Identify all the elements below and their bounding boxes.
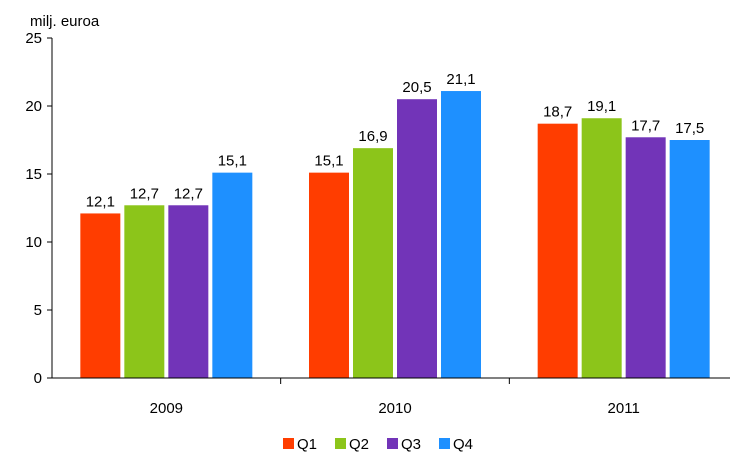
- x-tick-label: 2010: [378, 400, 411, 417]
- bar: [309, 172, 349, 378]
- axes: [51, 38, 730, 384]
- data-label: 19,1: [587, 98, 616, 115]
- legend-swatch: [283, 438, 294, 449]
- legend-label: Q2: [349, 436, 369, 453]
- data-label: 20,5: [402, 79, 431, 96]
- data-labels: 12,1 12,7 12,7 15,1 15,1 16,9 20,5 21,1 18,7 19,1…: [86, 71, 705, 210]
- bar: [212, 172, 253, 378]
- bar: [168, 205, 209, 378]
- bar: [124, 205, 165, 378]
- legend-label: Q4: [453, 436, 473, 453]
- data-label: 12,7: [174, 185, 203, 202]
- bar: [537, 123, 578, 379]
- legend-swatch: [387, 438, 398, 449]
- data-label: 12,7: [130, 185, 159, 202]
- bar: [669, 140, 710, 378]
- data-label: 15,1: [314, 153, 343, 170]
- data-label: 17,5: [675, 120, 704, 137]
- y-tick-label: 0: [34, 370, 42, 387]
- y-tick-label: 5: [34, 302, 42, 319]
- legend: Q1 Q2 Q3 Q4: [283, 436, 473, 453]
- y-tick-label: 15: [25, 166, 42, 183]
- bar: [353, 148, 393, 378]
- bar: [441, 91, 481, 378]
- legend-swatch: [439, 438, 450, 449]
- data-label: 17,7: [631, 117, 660, 134]
- data-label: 16,9: [358, 128, 387, 145]
- y-tick-label: 20: [25, 98, 42, 115]
- y-tick-label: 10: [25, 234, 42, 251]
- y-tick-label: 25: [25, 30, 42, 47]
- bar: [625, 137, 666, 378]
- data-label: 18,7: [543, 104, 572, 121]
- bar: [581, 118, 622, 379]
- legend-label: Q3: [401, 436, 421, 453]
- data-label: 12,1: [86, 193, 115, 210]
- x-tick-label: 2011: [608, 400, 640, 417]
- y-axis-label: milj. euroa: [30, 13, 100, 30]
- legend-label: Q1: [297, 436, 317, 453]
- data-label: 15,1: [218, 153, 247, 170]
- bar: [80, 213, 121, 378]
- y-axis-ticks: 0 5 10 15 20 25: [25, 30, 52, 387]
- bar: [397, 99, 437, 378]
- data-label: 21,1: [446, 71, 475, 88]
- legend-swatch: [335, 438, 346, 449]
- x-axis-labels: 2009 2010 2011: [150, 400, 640, 417]
- x-tick-label: 2009: [150, 400, 183, 417]
- bars: [80, 91, 710, 379]
